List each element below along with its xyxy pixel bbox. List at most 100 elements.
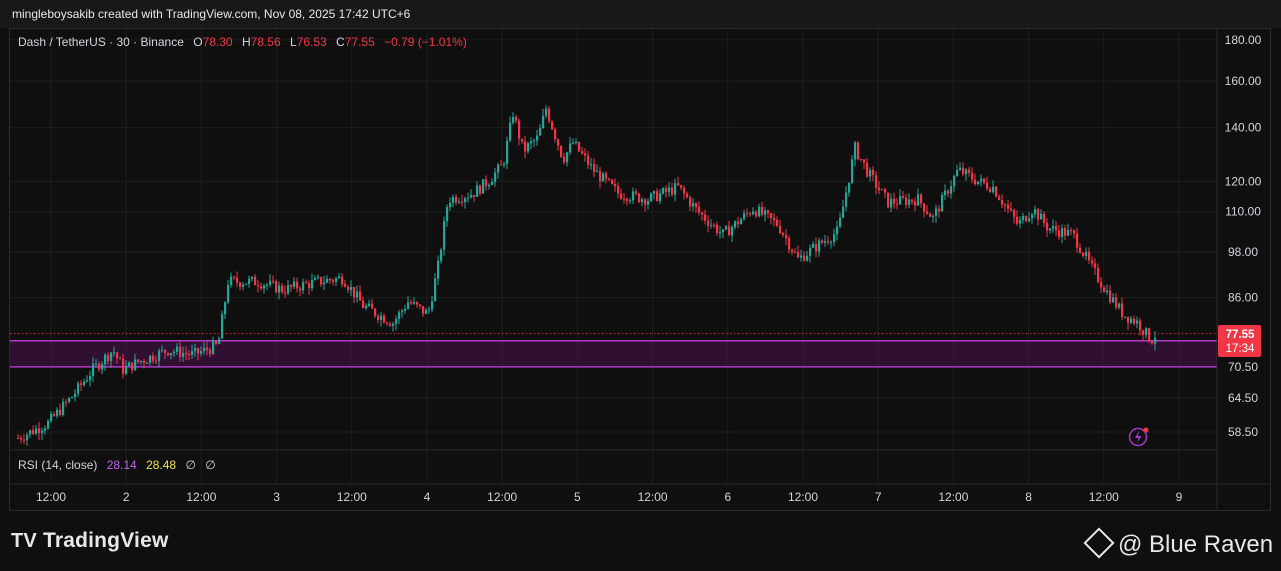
candle-body (1100, 281, 1103, 288)
candle-body (182, 352, 185, 357)
candle-body (203, 347, 206, 352)
candle-body (683, 187, 686, 194)
candle-body (200, 351, 203, 354)
candle-body (803, 255, 806, 261)
candle-body (983, 178, 986, 183)
candle-body (335, 278, 338, 282)
candle-body (449, 202, 452, 208)
rsi-value-1: 28.14 (106, 458, 137, 472)
candle-body (332, 280, 335, 282)
candle-body (80, 383, 83, 385)
candle-body (380, 315, 383, 320)
price-tick-label: 70.50 (1228, 360, 1258, 374)
candle-body (50, 413, 53, 422)
candle-body (1061, 228, 1064, 237)
candle-body (632, 191, 635, 201)
candle-body (500, 164, 503, 166)
candle-body (1088, 251, 1091, 261)
price-tick-label: 110.00 (1225, 205, 1261, 219)
candle-body (176, 346, 179, 352)
watermark-text: @ Blue Raven (1118, 531, 1274, 558)
candle-body (1130, 318, 1133, 323)
candle-body (671, 187, 674, 195)
price-tick-label: 120.00 (1225, 174, 1262, 188)
candle-body (878, 187, 881, 190)
candle-body (53, 413, 56, 416)
candle-body (329, 278, 332, 281)
candle-body (251, 276, 254, 279)
candle-body (221, 314, 224, 339)
tradingview-logo[interactable]: TV TradingView (11, 529, 168, 553)
candle-body (230, 276, 233, 285)
candle-body (908, 199, 911, 205)
candle-body (113, 352, 116, 354)
candle-body (890, 198, 893, 208)
candle-body (950, 186, 953, 194)
candle-body (314, 277, 317, 280)
candle-body (140, 360, 143, 363)
candle-body (1073, 230, 1076, 234)
candle-body (206, 347, 209, 351)
candle-body (536, 135, 539, 141)
chart-grid (10, 29, 1217, 484)
candle-body (866, 162, 869, 177)
symbol-label: Dash / TetherUS · 30 · Binance (18, 35, 184, 49)
candle-body (305, 282, 308, 284)
candle-body (638, 193, 641, 203)
candle-body (914, 201, 917, 206)
candle-body (476, 185, 479, 197)
candle-body (107, 354, 110, 361)
candle-body (1124, 316, 1127, 318)
candle-body (59, 409, 62, 415)
candle-body (1106, 290, 1109, 293)
price-axis: 180.00 160.00 140.00 120.00 110.00 98.00 86.00… (1225, 33, 1262, 439)
candle-body (389, 323, 392, 326)
candle-body (1019, 220, 1022, 224)
candle-body (956, 169, 959, 177)
candle-body (38, 428, 41, 434)
candle-body (170, 352, 173, 356)
candle-body (512, 116, 515, 123)
time-tick-label: 7 (875, 490, 882, 504)
candle-body (491, 181, 494, 185)
candle-body (941, 194, 944, 212)
rsi-legend[interactable]: RSI (14, close) 28.14 28.48 ∅ ∅ (18, 458, 216, 472)
candle-body (563, 156, 566, 163)
candle-body (419, 304, 422, 307)
candle-body (1037, 209, 1040, 220)
candle-body (137, 359, 140, 363)
candle-body (1025, 216, 1028, 222)
candle-body (884, 189, 887, 193)
candle-body (341, 276, 344, 285)
flash-icon[interactable] (1128, 427, 1149, 447)
candle-body (662, 188, 665, 194)
candle-body (581, 151, 584, 154)
candle-body (212, 341, 215, 354)
candle-body (1142, 330, 1145, 335)
candle-body (824, 241, 827, 243)
candle-body (857, 142, 860, 160)
candle-body (749, 213, 752, 215)
candle-body (710, 224, 713, 226)
candle-body (695, 203, 698, 207)
candle-body (521, 138, 524, 142)
candle-body (893, 198, 896, 204)
candle-body (311, 279, 314, 289)
candle-body (407, 302, 410, 309)
candle-body (272, 280, 275, 282)
candle-body (557, 139, 560, 146)
candle-body (299, 288, 302, 291)
candle-body (650, 193, 653, 202)
candle-body (353, 286, 356, 298)
candle-body (623, 198, 626, 200)
candle-body (155, 360, 158, 362)
candle-body (278, 285, 281, 293)
time-tick-label: 12:00 (1089, 490, 1119, 504)
candle-body (797, 252, 800, 258)
candle-body (686, 193, 689, 198)
rsi-value-4: ∅ (205, 458, 216, 472)
candle-body (101, 364, 104, 370)
candle-body (992, 186, 995, 192)
candle-body (350, 286, 353, 290)
